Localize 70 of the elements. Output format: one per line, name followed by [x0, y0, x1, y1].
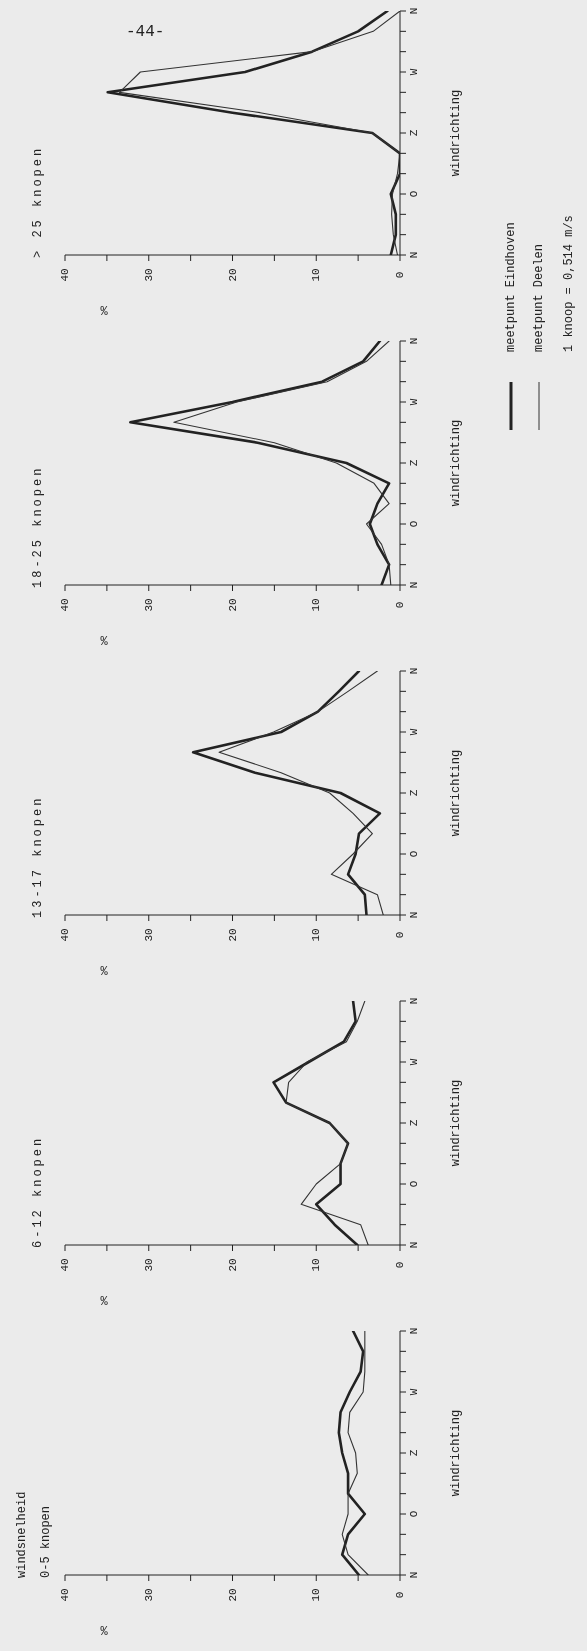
y-tick-label: N: [408, 581, 420, 589]
y-tick-label: Z: [408, 1119, 420, 1127]
x-axis-title: %: [100, 1295, 109, 1309]
x-axis-title: %: [100, 965, 109, 979]
x-tick-label: 40: [59, 1258, 71, 1272]
x-tick-label: 20: [226, 268, 239, 282]
y-tick-label: N: [408, 251, 420, 259]
y-tick-label: N: [408, 1327, 420, 1335]
y-tick-label: W: [408, 1058, 420, 1066]
x-tick-label: 10: [310, 598, 323, 612]
text: meetpunt Eindhoven: [504, 222, 518, 352]
text: meetpunt Deelen: [532, 243, 546, 352]
y-tick-label: O: [408, 850, 420, 858]
y-axis-title: windrichting: [449, 1079, 463, 1167]
y-tick-label: W: [408, 68, 420, 76]
y-tick-label: N: [408, 667, 420, 675]
x-tick-label: 30: [142, 268, 155, 282]
x-axis-title: %: [100, 305, 109, 319]
text: 13-17 knopen: [31, 795, 45, 918]
text: 18-25 knopen: [31, 465, 45, 588]
x-tick-label: 40: [59, 928, 71, 942]
x-tick-label: 30: [142, 928, 155, 942]
y-tick-label: O: [408, 1510, 420, 1518]
y-tick-label: Z: [408, 789, 420, 797]
y-tick-label: N: [408, 1241, 420, 1249]
x-tick-label: 0: [394, 271, 406, 279]
x-tick-label: 0: [394, 1591, 406, 1599]
x-tick-label: 20: [226, 598, 239, 612]
x-tick-label: 10: [310, 928, 323, 942]
text: windsnelheid: [15, 1491, 29, 1578]
y-tick-label: N: [408, 7, 420, 15]
y-tick-label: Z: [408, 459, 420, 467]
y-axis-title: windrichting: [449, 1409, 463, 1497]
y-tick-label: N: [408, 911, 420, 919]
x-tick-label: 10: [310, 1258, 323, 1272]
y-tick-label: N: [408, 337, 420, 345]
text: 1 knoop = 0,514 m/s: [562, 215, 576, 352]
y-axis-title: windrichting: [449, 749, 463, 837]
y-tick-label: O: [408, 1180, 420, 1188]
text: 6-12 knopen: [31, 1135, 45, 1248]
x-tick-label: 20: [226, 1588, 239, 1602]
y-tick-label: N: [408, 1571, 420, 1579]
x-tick-label: 0: [394, 1261, 406, 1269]
text: > 25 knopen: [31, 145, 45, 258]
x-tick-label: 40: [59, 598, 71, 612]
x-tick-label: 10: [310, 1588, 323, 1602]
x-axis-title: %: [100, 1625, 109, 1639]
y-tick-label: Z: [408, 129, 420, 137]
y-axis-title: windrichting: [449, 419, 463, 507]
x-tick-label: 0: [394, 601, 406, 609]
y-tick-label: W: [408, 1388, 420, 1396]
text: 0-5 knopen: [39, 1505, 53, 1578]
x-tick-label: 30: [142, 1588, 155, 1602]
y-axis-title: windrichting: [449, 89, 463, 177]
y-tick-label: W: [408, 398, 420, 406]
y-tick-label: W: [408, 728, 420, 736]
x-tick-label: 40: [59, 1588, 71, 1602]
x-axis-title: %: [100, 635, 109, 649]
y-tick-label: N: [408, 997, 420, 1005]
x-tick-label: 20: [226, 1258, 239, 1272]
x-tick-label: 40: [59, 268, 71, 282]
annotation: -44-: [126, 23, 165, 41]
y-tick-label: O: [408, 190, 420, 198]
y-tick-label: Z: [408, 1449, 420, 1457]
y-tick-label: O: [408, 520, 420, 528]
x-tick-label: 0: [394, 931, 406, 939]
x-tick-label: 30: [142, 1258, 155, 1272]
x-tick-label: 20: [226, 928, 239, 942]
x-tick-label: 10: [310, 268, 323, 282]
x-tick-label: 30: [142, 598, 155, 612]
